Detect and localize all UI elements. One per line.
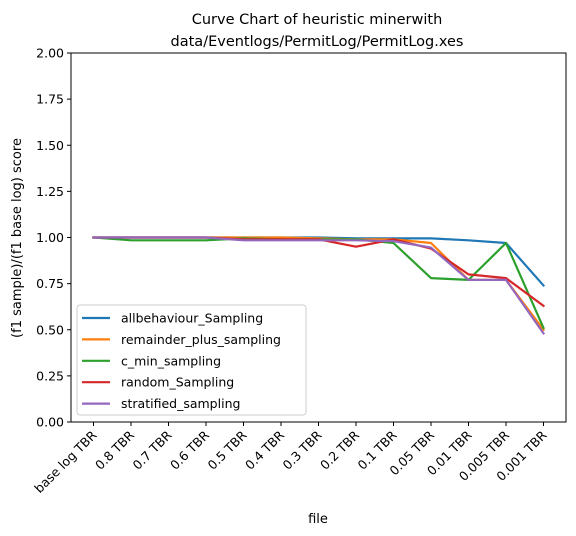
y-tick-label: 0.75	[36, 276, 64, 291]
legend-label: c_min_sampling	[121, 353, 221, 368]
series-layer	[92, 236, 546, 335]
legend-label: allbehaviour_Sampling	[121, 311, 263, 326]
x-tick-label: 0.4 TBR	[242, 427, 287, 472]
legend-box	[76, 304, 307, 416]
y-axis: 0.00 0.25 0.50 0.75 1.00 1.25 1.50 1.75 2.00	[36, 46, 71, 430]
legend-label: stratified_sampling	[121, 396, 240, 411]
legend: allbehaviour_Sampling remainder_plus_samp…	[76, 304, 307, 416]
y-tick-label: 2.00	[36, 46, 64, 61]
x-axis-label: file	[308, 512, 328, 527]
y-tick-label: 0.50	[36, 322, 64, 337]
x-tick-label: 0.3 TBR	[280, 427, 325, 472]
x-tick-label: 0.5 TBR	[205, 427, 250, 472]
y-tick-label: 1.75	[36, 92, 64, 107]
chart-title-line2: data/Eventlogs/PermitLog/PermitLog.xes	[171, 34, 464, 50]
y-tick-label: 0.00	[36, 415, 64, 430]
y-axis-label: (f1 sample)/(f1 base log) score	[10, 138, 25, 338]
y-tick-label: 1.25	[36, 184, 64, 199]
x-tick-label: 0.6 TBR	[167, 427, 212, 472]
series-line-stratified_sampling	[92, 236, 546, 335]
x-tick-label: 0.7 TBR	[130, 427, 175, 472]
legend-label: remainder_plus_sampling	[121, 332, 281, 347]
legend-label: random_Sampling	[121, 375, 234, 390]
series-line-allbehaviour_Sampling	[92, 236, 546, 288]
x-tick-label: 0.2 TBR	[317, 427, 362, 472]
chart-title-line1: Curve Chart of heuristic minerwith	[192, 12, 443, 28]
y-tick-label: 0.25	[36, 368, 64, 383]
x-tick-label: 0.8 TBR	[92, 427, 137, 472]
legend-items: allbehaviour_Sampling remainder_plus_samp…	[82, 311, 281, 411]
y-tick-label: 1.50	[36, 138, 64, 153]
y-tick-label: 1.00	[36, 230, 64, 245]
x-tick-label: base log TBR	[31, 427, 100, 496]
